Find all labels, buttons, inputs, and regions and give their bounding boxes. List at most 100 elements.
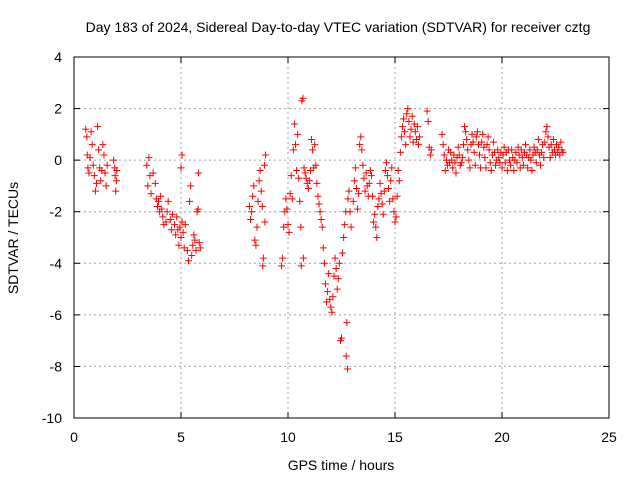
data-point (321, 280, 329, 288)
data-point (346, 208, 354, 216)
data-point (354, 205, 362, 213)
data-point (97, 177, 105, 185)
data-point (367, 172, 375, 180)
data-point (91, 187, 99, 195)
data-point (158, 205, 166, 213)
data-point (94, 123, 102, 131)
data-point (527, 156, 535, 164)
data-point (371, 210, 379, 218)
data-point (518, 154, 526, 162)
data-point (184, 257, 192, 265)
data-point (190, 231, 198, 239)
data-point (424, 117, 432, 125)
data-point (498, 164, 506, 172)
y-tick-label: 4 (54, 49, 62, 65)
data-point (510, 166, 518, 174)
data-point (297, 223, 305, 231)
data-point (248, 208, 256, 216)
data-point (483, 141, 491, 149)
data-point (390, 208, 398, 216)
data-point (387, 177, 395, 185)
data-point (416, 133, 424, 141)
data-point (366, 166, 374, 174)
data-point (181, 221, 189, 229)
data-point (144, 182, 152, 190)
data-point (312, 161, 320, 169)
data-point (349, 197, 357, 205)
data-point (195, 239, 203, 247)
data-point (476, 151, 484, 159)
data-point (537, 161, 545, 169)
data-point (340, 234, 348, 241)
data-point (308, 136, 316, 144)
data-point (172, 231, 180, 239)
data-point (309, 146, 317, 154)
data-point (373, 234, 381, 241)
data-point (112, 177, 120, 185)
data-point (524, 164, 532, 172)
data-point (388, 164, 396, 172)
data-point (287, 172, 295, 180)
data-point (164, 197, 172, 205)
data-point (85, 169, 93, 177)
data-point (534, 136, 542, 144)
y-tick-label: 0 (54, 152, 62, 168)
plot-frame (73, 56, 610, 419)
data-point (333, 285, 341, 293)
data-point (503, 166, 511, 174)
data-point (102, 182, 110, 190)
data-point (101, 169, 109, 177)
data-point (347, 223, 355, 231)
data-point (257, 187, 265, 195)
data-point (487, 166, 495, 174)
data-point (145, 154, 153, 162)
data-point (375, 195, 383, 203)
data-point (328, 308, 336, 316)
data-point (279, 254, 287, 262)
data-point (196, 244, 204, 252)
data-point (481, 154, 489, 162)
y-tick-labels: -10 -8 -6 -4 -2 0 2 4 (42, 49, 62, 426)
data-point (482, 164, 490, 172)
data-point (479, 130, 487, 138)
data-point (173, 213, 181, 221)
data-point (253, 223, 261, 231)
data-point (112, 187, 120, 195)
chart-title: Day 183 of 2024, Sidereal Day-to-day VTE… (86, 19, 591, 35)
data-point (359, 161, 367, 169)
data-point (484, 133, 492, 141)
data-point (84, 164, 92, 172)
data-point (89, 161, 97, 169)
data-point (195, 169, 203, 177)
data-point (318, 223, 326, 231)
data-point (247, 215, 255, 223)
data-point (92, 179, 100, 187)
data-point (330, 272, 338, 280)
x-tick-label: 10 (280, 429, 296, 445)
data-point (427, 146, 435, 154)
data-point (315, 200, 323, 208)
data-point (188, 252, 196, 260)
data-point (313, 179, 321, 187)
data-point (381, 166, 389, 174)
y-tick-label: -6 (50, 307, 63, 323)
data-point (485, 146, 493, 154)
data-point (355, 190, 363, 198)
data-point (334, 275, 342, 283)
data-point (382, 159, 390, 167)
data-point (305, 177, 313, 185)
data-point (260, 161, 268, 169)
data-point (189, 241, 197, 249)
data-point (471, 161, 479, 169)
axis-ticks (73, 56, 610, 419)
data-point (186, 197, 194, 205)
y-tick-label: -10 (42, 410, 62, 426)
data-point (398, 123, 406, 131)
data-point (540, 154, 548, 162)
data-point (319, 244, 327, 252)
data-point (290, 120, 298, 128)
data-point (95, 146, 103, 154)
data-point (407, 125, 415, 133)
data-point (342, 352, 350, 360)
